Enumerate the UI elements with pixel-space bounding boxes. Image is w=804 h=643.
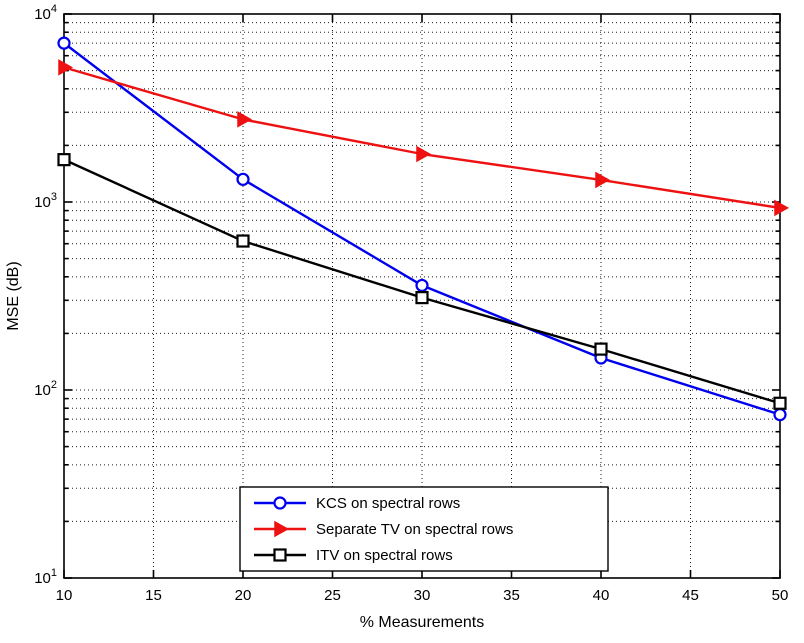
series-marker [773, 396, 787, 410]
legend-entry-separate-tv-on-spectral-rows: Separate TV on spectral rows [254, 520, 513, 538]
y-tick-label: 101 [34, 567, 57, 587]
axis-tick-labels: 10 15 20 25 30 35 40 45 50 101 102 103 104 [34, 3, 788, 604]
series-marker [415, 278, 429, 293]
grid [64, 14, 780, 578]
x-tick-label: 50 [772, 587, 789, 604]
legend-entry-kcs-on-spectral-rows: KCS on spectral rows [254, 495, 460, 512]
tick-marks [63, 13, 781, 579]
series-itv-on-spectral-rows [57, 153, 787, 410]
x-tick-label: 45 [682, 587, 699, 604]
legend-marker [273, 496, 287, 510]
x-tick-label: 15 [145, 587, 162, 604]
x-tick-label: 20 [235, 587, 252, 604]
series-marker [416, 145, 432, 163]
x-tick-label: 30 [414, 587, 431, 604]
series-marker [773, 407, 787, 422]
series-marker [595, 171, 611, 189]
y-tick-label: 102 [34, 379, 57, 399]
series-marker [57, 36, 71, 50]
series-marker [415, 291, 429, 305]
series-marker [774, 199, 790, 217]
legend-entry-itv-on-spectral-rows: ITV on spectral rows [254, 547, 453, 564]
series-marker [594, 342, 608, 356]
legend-label: Separate TV on spectral rows [316, 521, 513, 538]
legend-label: ITV on spectral rows [316, 547, 453, 564]
series-marker [236, 234, 250, 248]
x-axis-label: % Measurements [360, 614, 485, 631]
legend: KCS on spectral rows Separate TV on spect… [239, 486, 609, 572]
series-kcs-on-spectral-rows [57, 36, 787, 422]
y-tick-label: 104 [34, 3, 57, 23]
legend-label: KCS on spectral rows [316, 495, 460, 512]
legend-marker [273, 548, 287, 562]
series-marker [237, 111, 253, 128]
legend-marker [274, 520, 290, 538]
series-marker [236, 172, 250, 186]
x-tick-label: 35 [503, 587, 520, 604]
x-tick-label: 10 [56, 587, 73, 604]
x-tick-label: 40 [593, 587, 610, 604]
y-axis-label: MSE (dB) [5, 261, 22, 330]
y-tick-label: 103 [34, 191, 57, 211]
series-marker [58, 59, 74, 76]
series-separate-tv-on-spectral-rows [58, 59, 790, 217]
x-tick-label: 25 [324, 587, 341, 604]
series-marker [57, 153, 71, 167]
